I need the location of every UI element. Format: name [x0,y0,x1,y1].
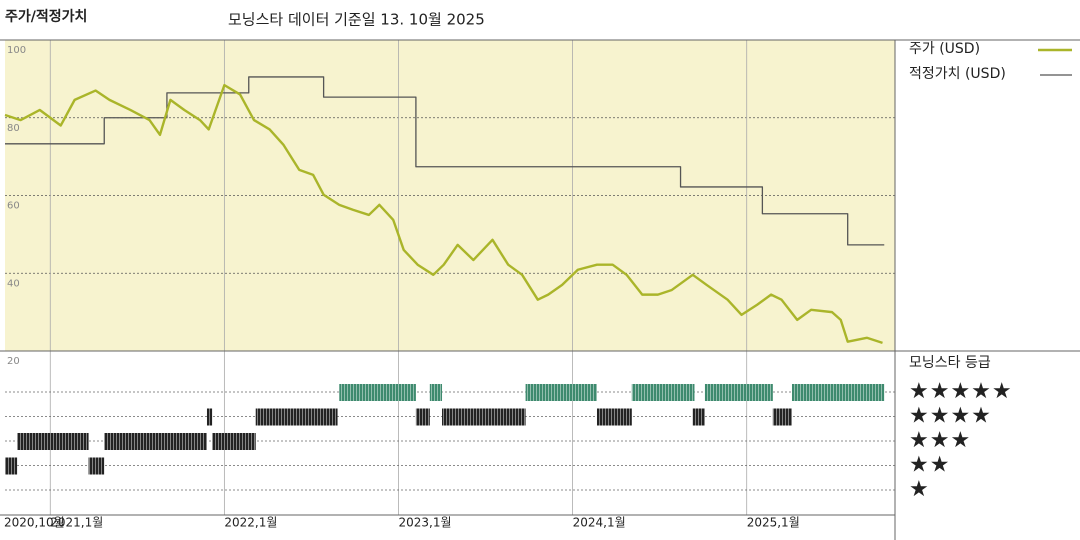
rating-bar [429,384,443,401]
rating-bar [442,408,526,426]
rating-bar [525,384,597,401]
x-tick-label: 2022,1월 [224,516,277,530]
y-tick-label: 100 [7,45,26,56]
rating-bar [772,408,792,426]
legend-label: 주가 (USD) [909,41,980,57]
x-tick-label: 2021,1월 [50,516,103,530]
rating-label: ★★★ [909,428,971,453]
rating-bar [631,384,695,401]
rating-label: ★★ [909,453,950,478]
rating-bar [791,384,885,401]
rating-bar [704,384,773,401]
rating-bar [255,408,338,426]
rating-label: ★ [909,477,930,502]
y-tick-label: 80 [7,123,20,134]
rating-bar [104,433,207,450]
rating-bar [339,384,416,401]
rating-bar [88,457,105,475]
series-line [5,76,885,246]
rating-title: 모닝스타 등급 [909,355,991,371]
x-tick-label: 2023,1월 [398,516,451,530]
rating-bar [692,408,705,426]
chart-subtitle: 모닝스타 데이터 기준일 13. 10월 2025 [228,11,485,29]
rating-bar [17,433,89,450]
y-tick-label: 60 [7,201,20,212]
chart-title: 주가/적정가치 [5,8,87,25]
rating-bar [5,457,18,475]
y-tick-label: 20 [7,356,20,367]
rating-label: ★★★★★ [909,379,1013,404]
rating-bar [596,408,632,426]
x-tick-label: 2020,10월 [4,516,65,530]
x-tick-label: 2024,1월 [573,516,626,530]
series-line [4,83,883,344]
rating-bar [206,408,213,426]
rating-bar [415,408,430,426]
y-tick-label: 40 [7,278,20,289]
rating-label: ★★★★ [909,404,992,429]
rating-bar [212,433,256,450]
legend-label: 적정가치 (USD) [909,66,1006,82]
x-tick-label: 2025,1월 [747,516,800,530]
